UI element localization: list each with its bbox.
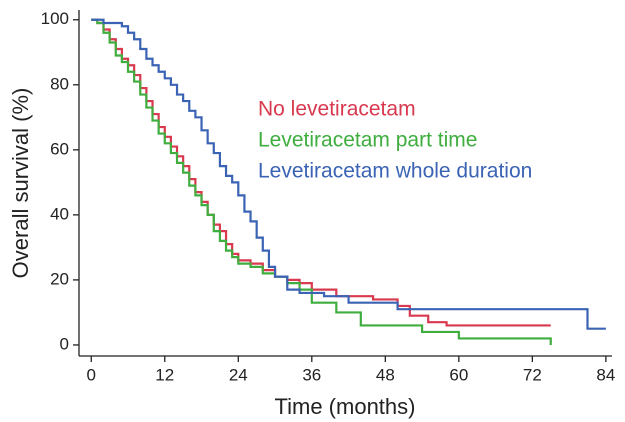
y-axis-label: Overall survival (%)	[8, 88, 33, 279]
x-tick-label: 72	[523, 365, 542, 384]
x-tick-label: 24	[229, 365, 248, 384]
y-tick-label: 40	[50, 204, 69, 223]
y-tick-label: 0	[60, 334, 69, 353]
legend-entry: Levetiracetam part time	[258, 129, 477, 152]
y-tick-label: 80	[50, 74, 69, 93]
legend-entry: Levetiracetam whole duration	[258, 160, 532, 183]
survival-curve	[91, 18, 552, 345]
x-tick-label: 60	[449, 365, 468, 384]
x-tick-label: 0	[87, 365, 96, 384]
y-tick-label: 60	[50, 139, 69, 158]
legend-entry: No levetiracetam	[258, 98, 416, 121]
y-tick-label: 20	[50, 269, 69, 288]
x-tick-label: 12	[155, 365, 174, 384]
x-axis-label: Time (months)	[275, 394, 416, 419]
survival-curve	[91, 18, 606, 330]
x-tick-label: 48	[376, 365, 395, 384]
y-tick-label: 100	[41, 9, 69, 28]
x-tick-label: 84	[596, 365, 615, 384]
x-tick-label: 36	[302, 365, 321, 384]
